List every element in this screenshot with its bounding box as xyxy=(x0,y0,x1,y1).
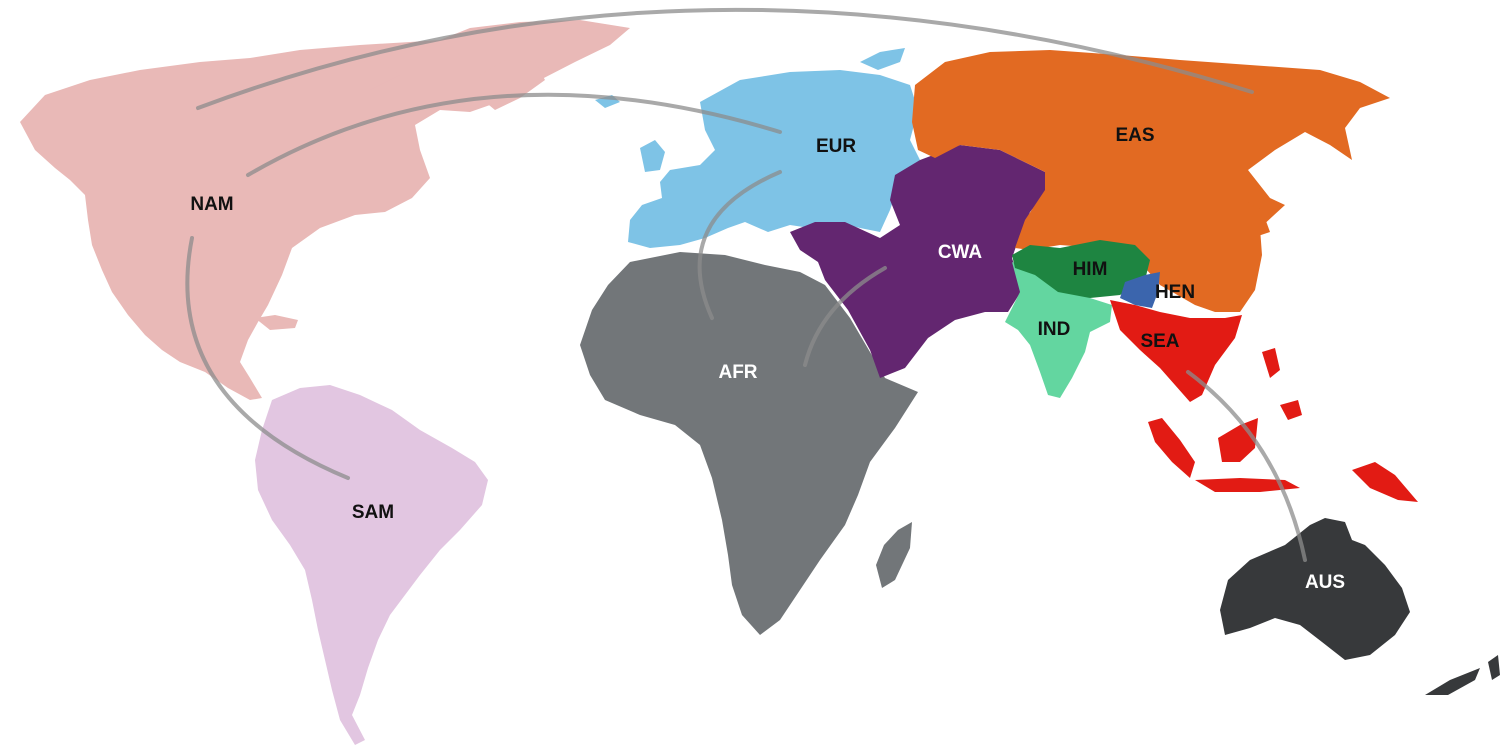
connector-sea-aus xyxy=(1186,370,1307,562)
region-sea-island xyxy=(1352,462,1418,502)
region-ind-shape xyxy=(1005,262,1112,398)
label-nam: NAM xyxy=(190,194,233,215)
region-afr-island xyxy=(876,522,912,588)
connector-nam-eas xyxy=(196,7,1254,110)
region-eur-island xyxy=(860,48,905,70)
label-hen: HEN xyxy=(1155,282,1195,303)
region-cwa-shape xyxy=(790,145,1048,378)
region-labels: NAM SAM EUR AFR CWA EAS HIM HEN IND SEA … xyxy=(190,125,1345,593)
region-sea-island xyxy=(1195,478,1300,492)
region-eas-island xyxy=(1238,198,1270,238)
migration-connectors xyxy=(185,7,1307,562)
label-him: HIM xyxy=(1073,259,1108,280)
connector-nam-sam xyxy=(185,236,350,480)
region-eur-shape xyxy=(628,70,920,248)
region-aus xyxy=(1220,518,1500,695)
label-sea: SEA xyxy=(1140,331,1179,352)
label-eas: EAS xyxy=(1115,125,1154,146)
region-sam xyxy=(255,385,488,745)
label-afr: AFR xyxy=(718,362,757,383)
region-cwa xyxy=(790,145,1048,378)
region-sam-shape xyxy=(255,385,488,745)
connector-nam-eur xyxy=(246,92,782,177)
label-sam: SAM xyxy=(352,502,394,523)
region-sea-shape xyxy=(1110,300,1242,402)
region-eur-island xyxy=(640,140,665,172)
region-aus-island xyxy=(1425,668,1480,695)
label-aus: AUS xyxy=(1305,572,1345,593)
region-nam-island xyxy=(280,60,400,92)
region-afr xyxy=(580,252,918,635)
connector-cwa-afr xyxy=(803,266,887,367)
region-aus-island xyxy=(1488,655,1500,680)
label-eur: EUR xyxy=(816,136,856,157)
region-nam-shape xyxy=(20,20,630,400)
region-sea-island xyxy=(1262,348,1280,378)
region-sea-island xyxy=(1148,418,1195,478)
region-hen-shape xyxy=(1120,272,1160,308)
region-afr-shape xyxy=(580,252,918,635)
region-aus-shape xyxy=(1220,518,1410,660)
region-sea-island xyxy=(1218,418,1258,462)
label-cwa: CWA xyxy=(938,242,983,263)
region-nam-island xyxy=(255,315,298,330)
connector-eur-afr xyxy=(697,170,782,320)
label-ind: IND xyxy=(1038,319,1071,340)
region-him xyxy=(1012,240,1150,298)
region-ind xyxy=(1005,262,1112,398)
region-eur xyxy=(595,48,920,248)
region-nam xyxy=(20,20,630,400)
region-hen xyxy=(1120,272,1160,308)
region-him-shape xyxy=(1012,240,1150,298)
region-sea-island xyxy=(1280,400,1302,420)
